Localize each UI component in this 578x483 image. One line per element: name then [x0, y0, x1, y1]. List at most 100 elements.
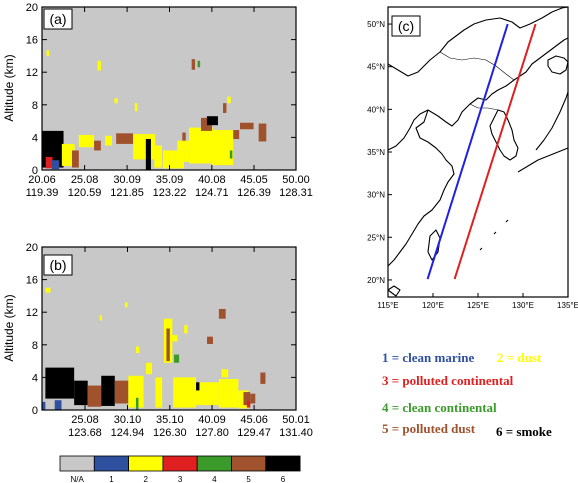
curtain-cell-smoke [101, 375, 115, 406]
curtain-cell-clean-marine [42, 401, 46, 410]
curtain-cell-dust [154, 145, 162, 168]
lon-tick-label: 115°E [377, 301, 398, 310]
class-legend: 1 = clean marine 2 = dust 3 = polluted c… [382, 350, 552, 439]
curtain-cell-polluted-continental [45, 156, 53, 169]
colorbar-swatch-clean-continental [196, 455, 232, 472]
panel-b-x-ticks: 25.08123.6830.10124.9435.10126.3040.0912… [68, 247, 313, 439]
colorbar-label: 5 [246, 475, 251, 483]
y-tick-label: 12 [26, 67, 38, 79]
map-lon-ticks: 115°E 120°E 125°E 130°E 135°E [377, 293, 578, 310]
y-tick-label: 0 [32, 165, 38, 177]
lat-tick-label: 50°N [367, 20, 385, 29]
coastline-ryukyu [479, 219, 509, 251]
curtain-cell-dust [45, 287, 51, 293]
map-tracks [426, 23, 537, 280]
x-tick-label-lat: 30.10 [114, 414, 142, 426]
curtain-cell-smoke [145, 139, 151, 170]
curtain-cell-smoke [74, 380, 88, 406]
x-tick-label-lat: 45.05 [240, 174, 268, 186]
x-tick-label-lon: 131.40 [279, 427, 313, 439]
curtain-cell-polluted-dust [218, 308, 226, 319]
panel-b-label: (b) [49, 257, 66, 273]
map-background [388, 7, 568, 297]
curtain-cell-polluted-dust [166, 328, 170, 362]
panel-a-cells [42, 50, 267, 170]
curtain-cell-dust [133, 134, 156, 160]
y-tick-label: 12 [26, 307, 38, 319]
curtain-cell-clean-continental [229, 150, 233, 159]
panel-b-cells [42, 287, 266, 410]
x-tick-label-lat: 40.09 [198, 414, 226, 426]
category-colorbar: N/A 1 2 3 4 5 6 [59, 455, 301, 483]
x-tick-label-lat: 50.01 [282, 414, 310, 426]
panel-a-y-ticks: 0 4 8 12 16 20 [26, 2, 296, 177]
x-tick-label-lat: 40.08 [198, 174, 226, 186]
curtain-cell-dust [196, 382, 219, 406]
y-tick-label: 8 [32, 100, 38, 112]
coastline-mainland [387, 6, 569, 77]
curtain-cell-polluted-dust [87, 385, 102, 407]
curtain-cell-smoke [45, 367, 75, 399]
x-tick-label-lat: 50.00 [282, 174, 310, 186]
panel-c-label-box [391, 15, 421, 37]
lon-tick-label: 125°E [467, 301, 489, 310]
panel-b-label-box [43, 254, 73, 276]
legend-polluted-continental: 3 = polluted continental [382, 373, 514, 388]
curtain-cell-dust [184, 325, 188, 334]
curtain-cell-dust [189, 127, 213, 164]
lat-tick-label: 45°N [367, 63, 385, 72]
x-tick-label-lon: 128.31 [279, 187, 313, 199]
coastline-japan-hokkaido [547, 55, 569, 75]
y-tick-label: 4 [32, 372, 38, 384]
colorbar-label: N/A [70, 475, 84, 483]
y-tick-label: 16 [26, 35, 38, 47]
map-lat-ticks: 20°N 25°N 30°N 35°N 40°N 45°N 50°N [367, 20, 392, 285]
colorbar-label: 2 [144, 475, 149, 483]
legend-clean-continental: 4 = clean continental [382, 400, 497, 415]
y-tick-label: 20 [26, 2, 38, 14]
curtain-cell-dust [212, 130, 234, 166]
x-tick-label-lon: 121.85 [110, 187, 144, 199]
x-tick-label-lon: 120.59 [68, 187, 102, 199]
curtain-cell-dust [114, 98, 118, 104]
x-tick-label-lon: 123.22 [153, 187, 187, 199]
curtain-cell-dust [97, 60, 101, 71]
map-borders [439, 51, 515, 111]
curtain-cell-polluted-dust [250, 393, 256, 404]
panel-a-frame [41, 6, 297, 171]
curtain-cell-dust [105, 135, 112, 146]
border-china-russia [439, 51, 515, 81]
curtain-cell-polluted-dust [258, 123, 267, 142]
curtain-cell-smoke [206, 116, 218, 126]
curtain-cell-polluted-dust [182, 132, 186, 141]
curtain-cell-clean-continental [174, 354, 180, 363]
curtain-cell-dust [124, 302, 128, 308]
curtain-cell-dust [128, 375, 144, 408]
curtain-cell-dust [61, 143, 75, 166]
x-tick-label-lon: 124.94 [111, 427, 145, 439]
colorbar-label: 4 [212, 475, 217, 483]
legend-polluted-dust: 5 = polluted dust [382, 421, 476, 436]
curtain-cell-clean-continental [135, 397, 139, 410]
curtain-cell-polluted-continental [246, 401, 251, 408]
x-tick-label-lat: 25.08 [71, 414, 99, 426]
x-tick-label-lon: 123.68 [68, 427, 102, 439]
curtain-cell-dust [146, 362, 153, 375]
curtain-cell-polluted-dust [240, 122, 254, 130]
y-tick-label: 8 [32, 340, 38, 352]
x-tick-label-lon: 119.39 [26, 187, 59, 199]
x-tick-label-lon: 126.39 [237, 187, 271, 199]
colorbar-swatch-dust [128, 455, 164, 472]
colorbar-swatch-na [59, 455, 95, 472]
colorbar-label: 1 [109, 475, 114, 483]
x-tick-label-lat: 45.06 [240, 414, 268, 426]
panel-b-y-ticks: 0 4 8 12 16 20 [26, 242, 296, 417]
curtain-cell-polluted-dust [243, 392, 251, 406]
x-tick-label-lat: 30.09 [113, 174, 141, 186]
panel-a-label: (a) [49, 11, 66, 27]
curtain-cell-clean-continental [197, 60, 201, 68]
curtain-cell-polluted-dust [207, 336, 213, 344]
colorbar-swatch-polluted-dust [231, 455, 267, 472]
legend-smoke: 6 = smoke [496, 424, 552, 439]
